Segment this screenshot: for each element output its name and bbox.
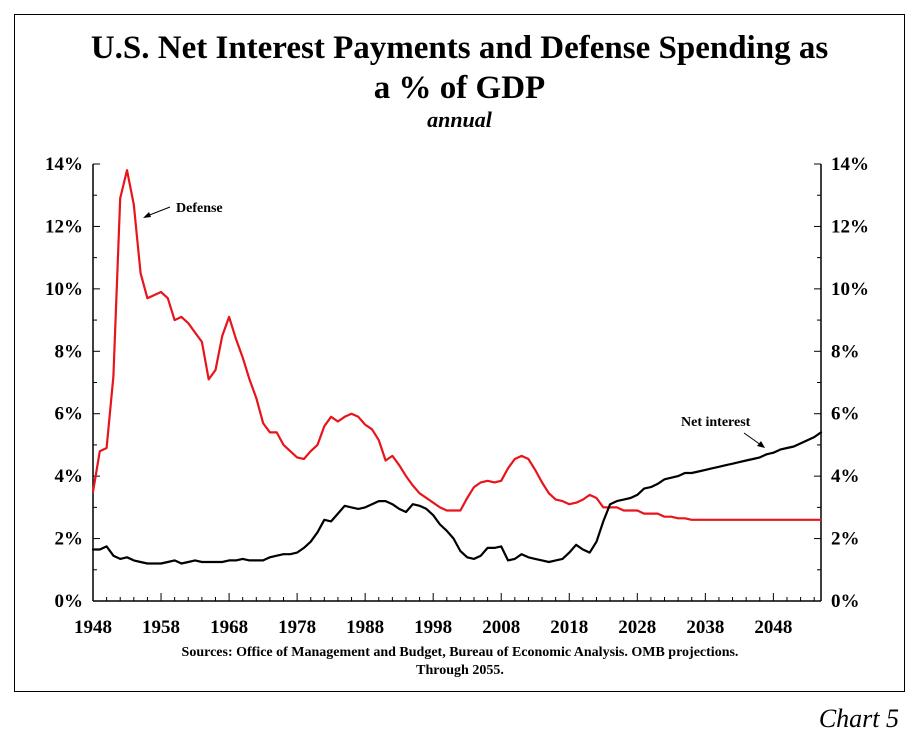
x-tick-label: 2018 [550, 617, 588, 638]
x-tick-label: 1978 [278, 617, 316, 638]
y-tick-label-left: 8% [55, 341, 84, 362]
chart-number-label: Chart 5 [818, 704, 899, 733]
title-line-2: a % of GDP [373, 70, 546, 106]
sources-line-2: Through 2055. [416, 663, 504, 678]
x-tick-label: 1948 [74, 617, 112, 638]
y-tick-label-right: 14% [831, 154, 869, 175]
sources-note: Sources: Office of Management and Budget… [60, 644, 860, 680]
y-tick-label-right: 8% [831, 341, 860, 362]
net-interest-arrowhead [757, 441, 765, 448]
x-tick-label: 2038 [686, 617, 724, 638]
chart-frame [14, 14, 905, 692]
x-tick-label: 2008 [482, 617, 520, 638]
y-tick-label-right: 0% [831, 591, 860, 612]
title-line-1: U.S. Net Interest Payments and Defense S… [90, 30, 829, 66]
axes: 0% 0% 2% 2% 4% 4% 6% 6% 8% 8% 10% 10% 12% 12% 14% 14% 19… [45, 154, 869, 638]
y-tick-label-left: 14% [45, 154, 83, 175]
y-tick-label-right: 10% [831, 279, 869, 300]
x-tick-label: 1968 [210, 617, 248, 638]
sources-line-1: Sources: Office of Management and Budget… [181, 645, 739, 660]
net-interest-annotation-arrow [743, 432, 762, 446]
annotation-layer: Defense Net interest [143, 201, 765, 448]
y-tick-label-right: 12% [831, 216, 869, 237]
x-tick-label: 2048 [754, 617, 792, 638]
y-tick-label-left: 0% [55, 591, 84, 612]
chart-subtitle: annual [427, 107, 492, 132]
y-tick-label-left: 12% [45, 216, 83, 237]
x-tick-label: 1988 [346, 617, 384, 638]
net-interest-annotation-label: Net interest [681, 415, 751, 430]
y-tick-label-left: 4% [55, 466, 84, 487]
defense-series-line [91, 169, 823, 521]
defense-arrowhead [143, 212, 151, 218]
x-tick-label: 2028 [618, 617, 656, 638]
y-tick-label-left: 10% [45, 279, 83, 300]
defense-annotation-label: Defense [176, 201, 223, 216]
y-tick-label-left: 2% [55, 529, 84, 550]
net-interest-series-line [91, 431, 823, 565]
y-tick-label-left: 6% [55, 404, 84, 425]
chart-title: U.S. Net Interest Payments and Defense S… [14, 28, 905, 108]
x-tick-label: 1958 [142, 617, 180, 638]
y-tick-label-right: 6% [831, 404, 860, 425]
y-tick-label-right: 2% [831, 529, 860, 550]
y-tick-label-right: 4% [831, 466, 860, 487]
x-tick-label: 1998 [414, 617, 452, 638]
defense-annotation-arrow [146, 206, 171, 217]
series-layer [91, 169, 823, 565]
